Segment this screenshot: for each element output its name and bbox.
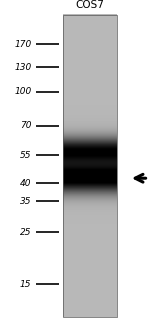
Text: 40: 40 (20, 179, 32, 188)
Bar (63, 15, 117, 317)
Text: 25: 25 (20, 228, 32, 237)
Text: 55: 55 (20, 151, 32, 160)
Text: 35: 35 (20, 197, 32, 206)
Text: 70: 70 (20, 121, 32, 130)
Text: 170: 170 (14, 40, 32, 49)
Text: 130: 130 (14, 62, 32, 72)
Text: 100: 100 (14, 87, 32, 96)
Text: 15: 15 (20, 280, 32, 289)
Text: COS7: COS7 (76, 0, 104, 10)
